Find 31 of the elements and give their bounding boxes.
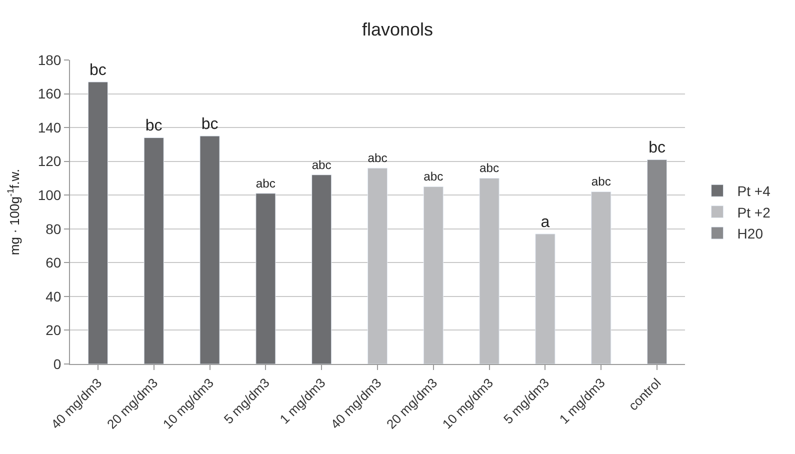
data-label: a — [540, 214, 550, 231]
bar — [144, 137, 164, 364]
y-tick-label: 20 — [46, 322, 62, 338]
legend-label: Pt +4 — [737, 183, 771, 200]
y-tick-label: 40 — [46, 288, 62, 304]
legend-label: Pt +2 — [737, 204, 771, 220]
data-label: abc — [424, 170, 444, 184]
legend-label: H20 — [737, 225, 764, 242]
data-label: abc — [312, 158, 332, 172]
data-label: bc — [145, 118, 162, 135]
data-label: abc — [256, 176, 276, 190]
chart-title: flavonols — [362, 19, 434, 40]
bar — [647, 159, 668, 364]
bar — [256, 193, 276, 364]
y-tick-label: 160 — [38, 86, 62, 102]
y-tick-label: 100 — [38, 187, 62, 204]
y-tick-label: 180 — [38, 52, 62, 68]
bar — [312, 174, 332, 364]
y-tick-label: 120 — [38, 153, 62, 170]
bar — [200, 136, 220, 364]
data-label: abc — [368, 151, 388, 166]
y-tick-label: 140 — [38, 119, 62, 136]
y-tick-label: 80 — [46, 220, 62, 237]
data-label: abc — [591, 174, 611, 189]
data-label: bc — [201, 116, 218, 133]
data-label: bc — [648, 140, 666, 157]
data-label: bc — [90, 62, 106, 79]
y-tick-label: 0 — [53, 356, 62, 372]
data-label: abc — [480, 161, 500, 176]
y-tick-label: 60 — [46, 254, 62, 271]
bar — [88, 82, 108, 364]
